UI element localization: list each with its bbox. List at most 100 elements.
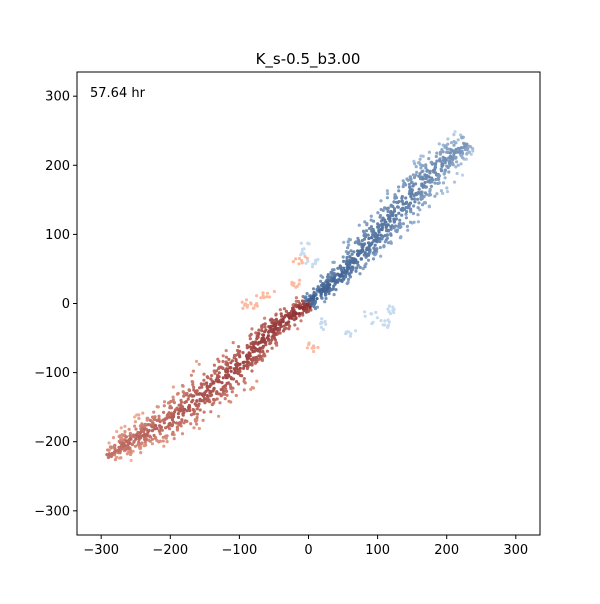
- red-point: [294, 316, 298, 321]
- red-point: [250, 386, 254, 390]
- blue-point: [332, 260, 336, 264]
- blue-point: [355, 266, 359, 270]
- blue-point: [410, 191, 414, 195]
- red-point: [122, 434, 126, 438]
- red-point: [244, 298, 249, 302]
- red-point: [284, 321, 289, 325]
- red-point: [281, 329, 286, 333]
- red-point: [272, 289, 276, 294]
- red-point: [165, 434, 169, 438]
- blue-point: [379, 199, 383, 203]
- red-point: [171, 430, 175, 434]
- red-point: [238, 362, 242, 366]
- blue-point: [434, 162, 438, 166]
- blue-point: [412, 220, 416, 224]
- blue-point: [319, 292, 323, 296]
- red-point: [178, 409, 182, 413]
- red-point: [223, 384, 227, 388]
- blue-point: [411, 184, 415, 188]
- blue-point: [397, 222, 401, 226]
- blue-point: [312, 294, 316, 299]
- red-point: [243, 381, 247, 385]
- red-point: [111, 436, 116, 440]
- blue-point: [460, 149, 464, 153]
- blue-point: [365, 253, 369, 257]
- red-point: [281, 317, 285, 321]
- blue-point: [386, 307, 390, 311]
- blue-point: [386, 209, 390, 214]
- blue-point: [404, 196, 408, 200]
- red-point: [113, 458, 117, 462]
- red-point: [228, 366, 232, 370]
- red-point: [263, 322, 267, 326]
- red-point: [242, 364, 246, 368]
- red-point: [280, 314, 284, 318]
- red-point: [245, 364, 249, 368]
- red-point: [269, 326, 273, 330]
- blue-point: [471, 149, 475, 153]
- red-point: [170, 424, 174, 428]
- red-point: [295, 284, 299, 288]
- red-point: [117, 448, 121, 452]
- red-point: [269, 341, 273, 345]
- blue-point: [405, 224, 409, 228]
- red-point: [175, 428, 179, 432]
- blue-point: [385, 196, 389, 200]
- blue-point: [348, 238, 352, 242]
- red-point: [257, 354, 261, 358]
- red-point: [107, 441, 111, 445]
- blue-point: [331, 287, 335, 291]
- red-point: [215, 390, 219, 394]
- red-point: [190, 400, 194, 404]
- blue-point: [313, 301, 317, 305]
- blue-point: [432, 170, 436, 174]
- red-point: [182, 391, 186, 395]
- blue-point: [361, 229, 366, 233]
- red-point: [227, 357, 231, 361]
- blue-point: [369, 218, 373, 222]
- red-point: [203, 401, 207, 405]
- red-point: [137, 445, 142, 449]
- blue-point: [459, 146, 463, 150]
- blue-point: [435, 151, 439, 155]
- blue-point: [437, 142, 441, 146]
- blue-point: [312, 305, 316, 309]
- blue-point: [385, 229, 389, 233]
- red-point: [225, 381, 229, 385]
- blue-point: [429, 184, 433, 188]
- blue-point: [409, 180, 414, 184]
- blue-point: [320, 287, 324, 291]
- red-point: [248, 354, 252, 358]
- red-point: [153, 417, 157, 422]
- blue-point: [443, 168, 447, 172]
- blue-point: [466, 147, 470, 151]
- blue-point: [353, 241, 357, 245]
- blue-point: [350, 265, 354, 269]
- red-point: [110, 451, 114, 456]
- blue-point: [448, 151, 452, 155]
- red-point: [237, 345, 241, 349]
- blue-point: [420, 170, 424, 174]
- blue-point: [323, 300, 327, 304]
- blue-point: [350, 252, 354, 256]
- red-point: [179, 404, 183, 408]
- red-point: [316, 345, 320, 350]
- blue-point: [433, 168, 437, 172]
- red-point: [138, 431, 142, 435]
- red-point: [123, 447, 127, 451]
- red-point: [214, 369, 219, 373]
- blue-point: [463, 144, 467, 148]
- red-point: [150, 425, 154, 429]
- red-point: [172, 437, 176, 441]
- red-point: [298, 278, 302, 282]
- red-point: [190, 394, 194, 398]
- blue-point: [321, 327, 325, 332]
- red-point: [119, 456, 123, 460]
- blue-point: [349, 270, 353, 274]
- red-point: [200, 393, 204, 397]
- blue-point: [347, 330, 351, 334]
- red-point: [189, 422, 193, 426]
- red-point: [163, 417, 167, 421]
- red-point: [291, 260, 295, 264]
- blue-point: [374, 310, 378, 314]
